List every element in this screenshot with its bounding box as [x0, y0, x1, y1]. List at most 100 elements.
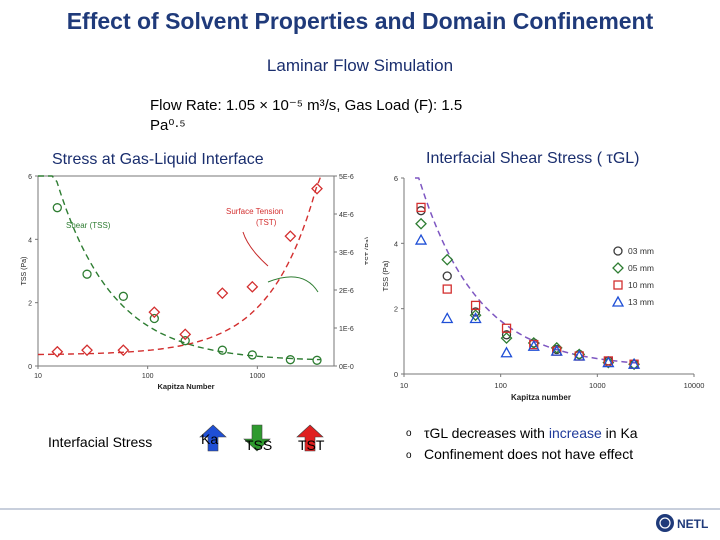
logo-globe-icon: [656, 514, 674, 532]
shear-stress-chart: 03 mm 05 mm 10 mm 13 mm 0 2 4 6 10 100 1000 10000 K…: [381, 174, 705, 402]
tension-point: [246, 280, 259, 293]
footer-divider: [0, 508, 720, 510]
right-chart-heading: Interfacial Shear Stress ( τGL): [426, 150, 640, 167]
slide-title: Effect of Solvent Properties and Domain …: [66, 8, 654, 34]
interfacial-stress-caption: Interfacial Stress: [48, 434, 153, 450]
x-tick-label: 10000: [684, 381, 705, 390]
tension-point: [117, 344, 130, 357]
data-point-triangle: [627, 357, 641, 369]
y2-tick-label: 3E-6: [339, 250, 354, 257]
y2-tick-label: 5E-6: [339, 174, 354, 181]
data-point-diamond: [602, 356, 615, 369]
y-tick-label: 2: [394, 305, 398, 314]
tension-point: [51, 345, 64, 358]
flow-condition: Flow Rate: 1.05 × 10⁻⁵ m³/s, Gas Load (F…: [150, 96, 580, 136]
data-point-triangle: [500, 346, 513, 358]
data-point-circle: [470, 307, 481, 317]
x-tick-label: 1000: [250, 373, 266, 380]
data-point-circle: [416, 206, 426, 216]
data-point-triangle: [550, 344, 563, 356]
arrow-label-tst: TST: [298, 437, 325, 453]
condition-line-2: Pa⁰·⁵: [150, 117, 186, 134]
y-tick-label: 4: [394, 239, 398, 248]
y-tick-label: 0: [394, 370, 398, 379]
x-tick-label: 1000: [589, 381, 606, 390]
y2-tick-label: 4E-6: [339, 212, 354, 219]
y2-tick-label: 2E-6: [339, 288, 354, 295]
y-tick-label: 2: [28, 301, 32, 308]
data-point-triangle: [441, 312, 454, 324]
y-tick-label: 6: [394, 174, 398, 183]
tension-annotation: Surface Tension: [226, 207, 283, 216]
shear-point: [82, 269, 92, 279]
data-point-diamond: [441, 253, 454, 266]
stress-chart: 0 2 4 6 0E-0 1E-6 2E-6 3E-6 4E-6 5E-6 10 100 1000 Kap…: [21, 174, 368, 391]
y-tick-label: 0: [28, 364, 32, 371]
data-point-diamond: [469, 309, 482, 322]
legend-marker: [612, 262, 624, 274]
tension-point: [81, 344, 93, 357]
y-axis-label: TSS (Pa): [21, 257, 28, 286]
data-point-triangle: [469, 312, 482, 324]
data-point-circle: [501, 330, 512, 340]
y-axis-label: TSS (Pa): [381, 260, 390, 291]
finding-1-pre: τGL decreases with: [424, 425, 549, 441]
data-point-diamond: [550, 341, 563, 354]
shear-point: [149, 313, 159, 324]
stress-arrow-ka: [193, 424, 233, 457]
x-axis-label: Kapitza Number: [157, 382, 214, 391]
data-point-diamond: [500, 332, 513, 344]
stress-arrow-tss: [237, 424, 277, 457]
plot-frame: [37, 175, 335, 367]
y2-axis-label: TST (Pa): [365, 237, 368, 265]
legend-label: 05 mm: [628, 263, 654, 273]
stress-arrow-tst: [290, 424, 330, 457]
data-point-diamond: [415, 217, 427, 230]
finding-1-highlight: increase: [548, 425, 602, 441]
shear-annotation: Shear (TSS): [66, 221, 111, 230]
data-point-triangle: [573, 349, 586, 361]
arrow-up-icon: [199, 424, 227, 452]
shear-point: [247, 350, 257, 360]
tension-trend-curve: [37, 175, 322, 356]
y2-tick-label: 0E-0: [339, 364, 354, 371]
shear-point: [118, 291, 128, 301]
finding-2-text: Confinement does not have effect: [424, 446, 634, 463]
arrow-label-tss: TSS: [245, 437, 273, 453]
condition-line-1: Flow Rate: 1.05 × 10⁻⁵ m³/s, Gas Load (F…: [150, 97, 463, 114]
legend-marker: [611, 295, 625, 307]
x-tick-label: 100: [494, 381, 507, 390]
x-axis-label: Kapitza number: [511, 393, 571, 402]
left-chart-heading: Stress at Gas-Liquid Interface: [52, 151, 264, 168]
tension-point: [311, 182, 323, 195]
data-point-triangle: [602, 356, 615, 368]
logo-text: NETL: [677, 517, 708, 531]
legend-marker: [613, 280, 623, 290]
finding-1-post: in Ka: [601, 425, 638, 441]
shear-point: [285, 355, 296, 365]
slide-subtitle: Laminar Flow Simulation: [266, 56, 454, 75]
data-point-triangle: [414, 233, 428, 245]
x-tick-label: 100: [142, 373, 154, 380]
legend-label: 03 mm: [628, 246, 654, 256]
tension-point: [179, 328, 192, 341]
data-point-triangle: [527, 339, 540, 351]
tension-point: [216, 287, 229, 300]
shear-point: [312, 355, 322, 365]
shear-point: [180, 336, 190, 346]
bullet-icon: o: [406, 449, 412, 461]
netl-logo: NETL: [656, 514, 708, 532]
shear-trend-curve: [38, 175, 321, 361]
tension-point: [148, 306, 161, 319]
data-point-square: [442, 284, 452, 294]
data-point-circle: [442, 271, 452, 281]
arrow-label-ka: Ka: [201, 431, 219, 447]
arrow-down-icon: [243, 424, 271, 452]
bullet-icon: o: [406, 428, 412, 440]
x-tick-label: 10: [34, 373, 42, 380]
data-point-square: [470, 300, 481, 311]
legend-label: 13 mm: [628, 297, 654, 307]
legend-marker: [613, 246, 623, 256]
tension-annotation-symbol: (TST): [256, 218, 277, 227]
arrow-up-icon: [296, 424, 324, 452]
